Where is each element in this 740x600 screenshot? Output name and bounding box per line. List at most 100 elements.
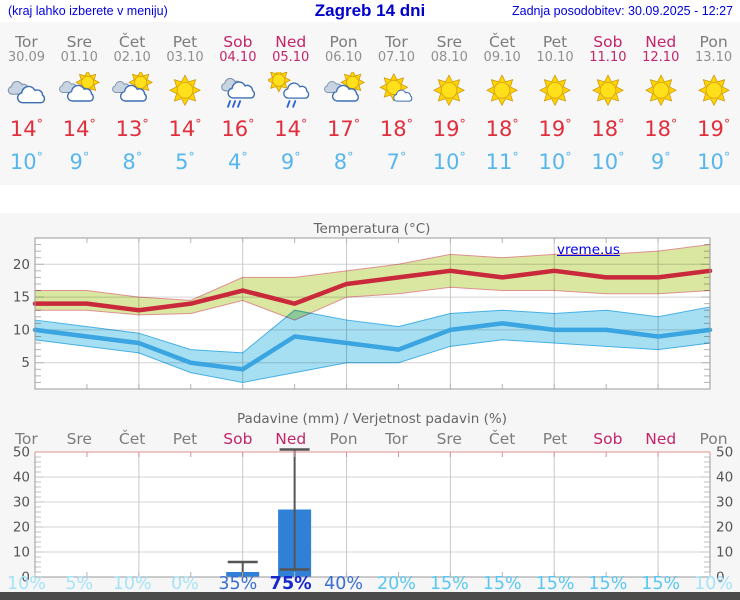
precip-day-label: Čet — [119, 429, 145, 448]
weather-icon-sunny — [532, 72, 578, 110]
precip-probability: 40% — [324, 574, 364, 594]
day-label: Ned — [275, 33, 307, 51]
day-date: 06.10 — [324, 50, 363, 65]
low-temp: 11° — [485, 149, 519, 174]
day-column: Ned 12.10 18° 9° — [634, 22, 687, 185]
temp-y-label: 15 — [13, 290, 30, 306]
precip-probability: 20% — [376, 574, 416, 594]
low-temp: 10° — [538, 149, 572, 174]
weather-icon-sunny — [638, 72, 684, 110]
high-temp: 19° — [538, 116, 572, 141]
precip-y-label-left: 50 — [13, 445, 30, 461]
day-date: 03.10 — [166, 50, 204, 65]
precip-y-label-right: 20 — [716, 520, 733, 536]
precip-day-label: Sre — [67, 430, 92, 448]
weather-icon-cloudy — [3, 72, 49, 110]
low-temp: 5° — [175, 149, 195, 174]
forecast-strip: Tor 30.09 14° 10° Sre 01.10 14° 9° Čet 02.10 13° 8°… — [0, 22, 740, 185]
weather-icon-sunny — [585, 72, 631, 110]
precip-day-label: Sob — [223, 430, 252, 448]
day-date: 10.10 — [536, 50, 574, 65]
precip-y-label-right: 10 — [716, 545, 733, 561]
high-temp: 16° — [221, 116, 255, 141]
day-date: 12.10 — [642, 50, 680, 65]
low-temp: 10° — [432, 149, 466, 174]
precip-day-label: Pon — [330, 430, 358, 448]
high-temp: 14° — [62, 116, 96, 141]
day-label: Sob — [593, 33, 623, 51]
high-temp: 19° — [432, 116, 466, 141]
day-column: Pet 03.10 14° 5° — [159, 22, 212, 185]
day-column: Pon 06.10 17° 8° — [317, 22, 370, 185]
precip-day-label: Ned — [645, 430, 676, 448]
day-label: Pon — [699, 33, 728, 51]
high-temp: 14° — [9, 116, 43, 141]
weather-icon-sunny — [479, 72, 525, 110]
weather-icon-partly-cloudy — [321, 70, 367, 110]
precip-probability: 10% — [694, 574, 734, 594]
day-label: Pet — [542, 33, 568, 51]
precip-y-label-right: 30 — [716, 495, 733, 511]
low-temp: 9° — [69, 149, 90, 174]
day-label: Čet — [118, 33, 146, 51]
precip-y-label-left: 0 — [21, 570, 30, 586]
day-label: Pet — [172, 33, 198, 51]
high-temp: 18° — [485, 116, 519, 141]
weather-icon-partly-cloudy — [109, 70, 155, 110]
precip-day-label: Pet — [173, 430, 197, 448]
day-date: 30.09 — [7, 50, 46, 65]
weather-icon-partly-cloudy — [56, 70, 102, 110]
day-column: Sob 04.10 16° 4° — [211, 22, 264, 185]
low-temp: 10° — [9, 149, 43, 174]
temp-y-label: 5 — [21, 355, 30, 371]
day-column: Ned 05.10 14° 9° — [264, 22, 317, 185]
day-label: Sre — [436, 33, 463, 51]
precip-probability: 0% — [171, 574, 199, 594]
day-date: 07.10 — [377, 50, 416, 65]
vreme-us-link[interactable]: vreme.us — [557, 242, 620, 258]
day-column: Tor 30.09 14° 10° — [0, 22, 53, 185]
footer-bar — [0, 592, 740, 600]
precip-day-label: Ned — [275, 430, 306, 448]
day-date: 02.10 — [113, 50, 151, 65]
day-label: Tor — [385, 33, 408, 51]
low-temp: 9° — [650, 149, 671, 174]
precip-day-label: Tor — [384, 430, 408, 448]
temp-chart-title: Temperatura (°C) — [313, 221, 431, 237]
precip-grid — [35, 452, 710, 577]
day-date: 05.10 — [272, 50, 310, 65]
precipitation-chart: Padavine (mm) / Verjetnost padavin (%) T… — [13, 411, 733, 586]
high-temp: 19° — [697, 116, 731, 141]
day-column: Čet 02.10 13° 8° — [106, 22, 159, 185]
precip-probability-row: 10% 5% 10% 0% 35% 75% 40% 20% 15% 15% 15% 15% 15% 10% — [0, 574, 740, 594]
day-column: Tor 07.10 18° 7° — [370, 22, 423, 185]
temp-y-label: 10 — [13, 322, 30, 338]
day-column: Sre 01.10 14° 9° — [53, 22, 106, 185]
menu-hint: (kraj lahko izberete v meniju) — [8, 4, 168, 18]
temp-y-label: 20 — [13, 257, 30, 273]
high-temp: 18° — [644, 116, 678, 141]
low-temp: 8° — [122, 149, 142, 174]
day-date: 01.10 — [60, 50, 98, 65]
high-temp: 18° — [591, 116, 625, 141]
precip-day-label: Pon — [700, 430, 728, 448]
day-date: 13.10 — [694, 50, 733, 65]
precip-y-label-right: 40 — [716, 470, 733, 486]
precip-chart-title: Padavine (mm) / Verjetnost padavin (%) — [237, 411, 507, 427]
day-date: 09.10 — [483, 50, 521, 65]
precip-y-label-right: 0 — [716, 570, 725, 586]
precip-y-label-left: 20 — [13, 520, 30, 536]
precip-probability: 10% — [112, 574, 152, 594]
day-column: Sob 11.10 18° 10° — [581, 22, 634, 185]
precip-y-label-left: 30 — [13, 495, 30, 511]
day-label: Pon — [329, 33, 358, 51]
day-column: Sre 08.10 19° 10° — [423, 22, 476, 185]
high-temp: 17° — [327, 116, 361, 141]
day-column: Pon 13.10 19° 10° — [687, 22, 740, 185]
day-label: Ned — [645, 33, 677, 51]
weather-icon-sunny — [162, 72, 208, 110]
low-temp: 10° — [697, 149, 731, 174]
precip-probability: 15% — [588, 574, 628, 594]
day-label: Sob — [223, 33, 253, 51]
precip-probability: 5% — [65, 574, 94, 594]
